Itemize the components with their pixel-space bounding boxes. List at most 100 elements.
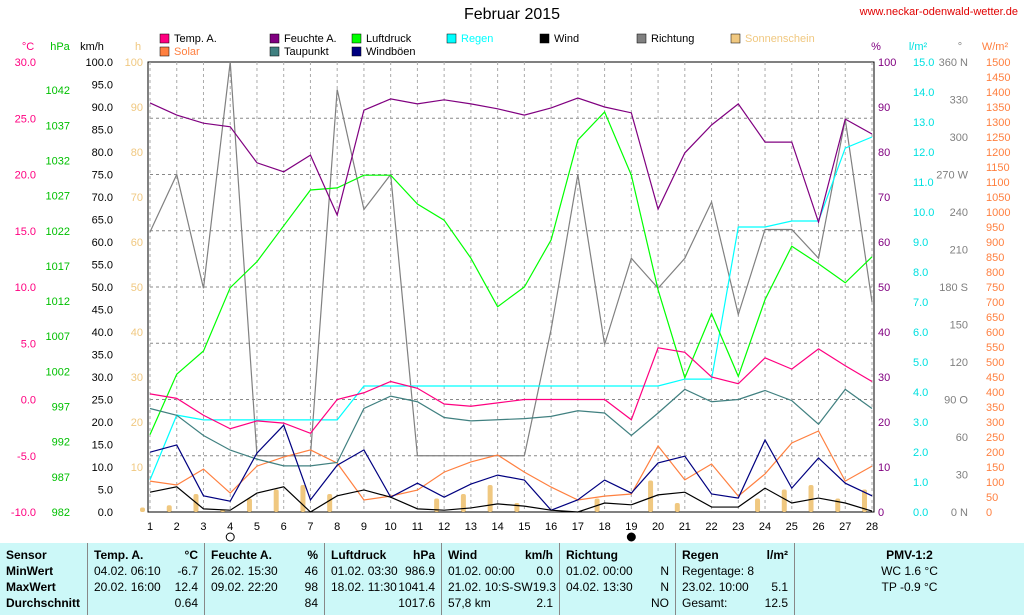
series-wind xyxy=(149,486,873,513)
x-tick-label: 21 xyxy=(679,521,691,533)
deg-tick-label: 120 xyxy=(950,357,968,369)
hpa-tick-label: 1027 xyxy=(46,191,70,203)
x-tick-label: 6 xyxy=(281,521,287,533)
legend-swatch xyxy=(269,33,280,44)
h-tick-label: 10 xyxy=(131,462,143,474)
axis-unit-label: % xyxy=(871,41,881,53)
sunshine-bar xyxy=(514,503,520,512)
series-feuchte-a xyxy=(149,97,873,225)
kmh-tick-label: 85.0 xyxy=(92,125,113,137)
wm2-tick-label: 0 xyxy=(986,507,992,519)
wm2-tick-label: 400 xyxy=(986,387,1004,399)
legend-label: Solar xyxy=(174,46,200,58)
kmh-tick-label: 35.0 xyxy=(92,350,113,362)
sunshine-bar xyxy=(246,498,252,512)
deg-tick-label: 240 xyxy=(950,207,968,219)
temp-tick-label: 30.0 xyxy=(15,57,36,69)
row-maxwert: MaxWert xyxy=(6,580,56,594)
wm2-tick-label: 1300 xyxy=(986,117,1010,129)
axis-unit-label: h xyxy=(135,41,141,53)
temp-unit: °C xyxy=(184,548,198,562)
pct-tick-label: 10 xyxy=(878,462,890,474)
kmh-tick-label: 45.0 xyxy=(92,305,113,317)
series-solar xyxy=(149,430,873,501)
x-tick-label: 15 xyxy=(518,521,530,533)
hpa-tick-label: 1022 xyxy=(46,226,70,238)
axis-unit-label: °C xyxy=(22,41,34,53)
wm2-tick-label: 50 xyxy=(986,492,998,504)
pct-tick-label: 80 xyxy=(878,147,890,159)
sunshine-bar xyxy=(648,480,654,512)
x-tick-label: 17 xyxy=(572,521,584,533)
kmh-tick-label: 100.0 xyxy=(85,57,113,69)
wm2-tick-label: 700 xyxy=(986,297,1004,309)
sunshine-bar xyxy=(781,489,787,512)
hpa-tick-label: 997 xyxy=(52,402,70,414)
temp-tick-label: 25.0 xyxy=(15,113,36,125)
temp-tick-label: -10.0 xyxy=(11,507,36,519)
h-tick-label: 100 xyxy=(125,57,143,69)
x-tick-label: 19 xyxy=(625,521,637,533)
summary-table: Sensor MinWert MaxWert Durchschnitt Temp… xyxy=(0,543,1024,615)
sunshine-bar xyxy=(327,494,333,512)
richtung-min-time: 01.02. 00:00 xyxy=(566,564,633,578)
kmh-tick-label: 40.0 xyxy=(92,327,113,339)
richtung-max-time: 04.02. 13:30 xyxy=(566,580,633,594)
rain-tick-label: 0.0 xyxy=(913,507,928,519)
legend-label: Regen xyxy=(461,33,493,45)
legend-label: Feuchte A. xyxy=(284,33,337,45)
richtung-header: Richtung xyxy=(566,548,618,562)
wm2-tick-label: 350 xyxy=(986,402,1004,414)
temp-tick-label: -5.0 xyxy=(17,451,36,463)
kmh-tick-label: 75.0 xyxy=(92,170,113,182)
legend-swatch xyxy=(351,33,362,44)
col-sensor: Sensor MinWert MaxWert Durchschnitt xyxy=(0,543,88,615)
feuchte-unit: % xyxy=(307,548,318,562)
druck-max-time: 18.02. 11:30 xyxy=(331,580,397,594)
sunshine-bar xyxy=(166,505,172,512)
legend-label: Richtung xyxy=(651,33,694,45)
hpa-tick-label: 1037 xyxy=(46,120,70,132)
rain-tick-label: 12.0 xyxy=(913,147,934,159)
x-tick-label: 11 xyxy=(412,521,423,533)
hpa-tick-label: 1017 xyxy=(46,261,70,273)
hpa-tick-label: 992 xyxy=(52,437,70,449)
deg-tick-label: 90 O xyxy=(944,395,968,407)
x-tick-label: 18 xyxy=(598,521,610,533)
axis-unit-label: W/m² xyxy=(982,41,1009,53)
druck-header: Luftdruck xyxy=(331,548,387,562)
pct-tick-label: 90 xyxy=(878,102,890,114)
wind-avg: 2.1 xyxy=(536,596,553,610)
kmh-tick-label: 15.0 xyxy=(92,440,113,452)
deg-tick-label: 30 xyxy=(956,470,968,482)
wm2-tick-label: 750 xyxy=(986,282,1004,294)
kmh-tick-label: 95.0 xyxy=(92,80,113,92)
wm2-tick-label: 900 xyxy=(986,237,1004,249)
kmh-tick-label: 5.0 xyxy=(98,485,113,497)
deg-tick-label: 150 xyxy=(950,320,968,332)
site-url[interactable]: www.neckar-odenwald-wetter.de xyxy=(859,6,1018,18)
rain-tick-label: 6.0 xyxy=(913,327,928,339)
legend-label: Taupunkt xyxy=(284,46,329,58)
regen-header: Regen xyxy=(682,548,719,562)
x-tick-label: 2 xyxy=(174,521,180,533)
wm2-tick-label: 850 xyxy=(986,252,1004,264)
wm2-tick-label: 800 xyxy=(986,267,1004,279)
axis-unit-label: l/m² xyxy=(909,41,928,53)
sunshine-bar xyxy=(862,489,867,512)
rain-tick-label: 10.0 xyxy=(913,207,934,219)
feuchte-min: 46 xyxy=(304,564,318,578)
h-tick-label: 60 xyxy=(131,237,143,249)
legend-label: Wind xyxy=(554,33,579,45)
kmh-tick-label: 20.0 xyxy=(92,417,113,429)
x-tick-label: 13 xyxy=(465,521,477,533)
temp-header: Temp. A. xyxy=(94,548,144,562)
moon-new-icon xyxy=(626,532,636,542)
series-windböen xyxy=(149,424,873,511)
legend-swatch xyxy=(636,33,647,44)
deg-tick-label: 330 xyxy=(950,95,968,107)
col-pmv: PMV-1:2 WC 1.6 °C TP -0.9 °C xyxy=(795,543,1024,615)
deg-tick-label: 210 xyxy=(950,245,968,257)
richtung-min: N xyxy=(660,564,669,578)
